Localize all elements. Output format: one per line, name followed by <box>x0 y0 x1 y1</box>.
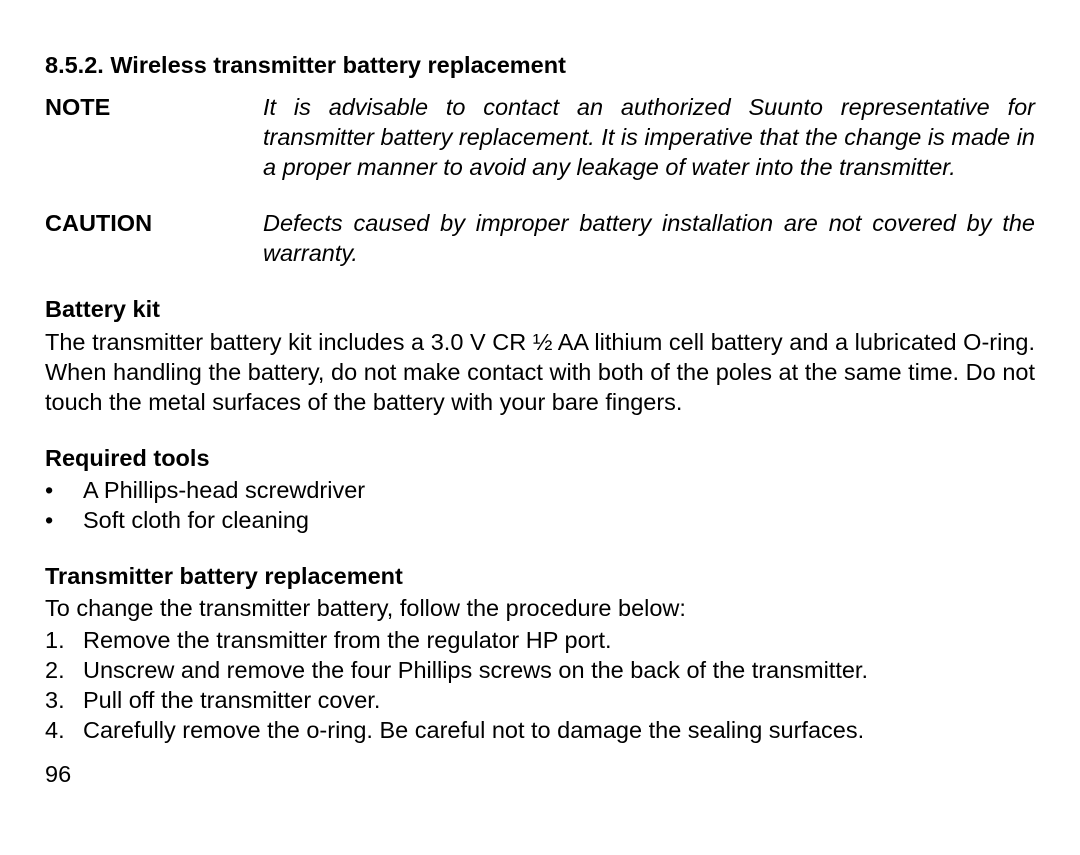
page-number: 96 <box>45 759 1035 789</box>
battery-kit-text: The transmitter battery kit includes a 3… <box>45 327 1035 417</box>
step-text: Carefully remove the o-ring. Be careful … <box>83 715 864 745</box>
step-number: 2. <box>45 655 83 685</box>
step-text: Pull off the transmitter cover. <box>83 685 380 715</box>
step-text: Remove the transmitter from the regulato… <box>83 625 612 655</box>
step-number: 4. <box>45 715 83 745</box>
note-label: NOTE <box>45 92 263 122</box>
list-item-text: A Phillips-head screwdriver <box>83 475 365 505</box>
replacement-steps: 1. Remove the transmitter from the regul… <box>45 625 1035 745</box>
list-item: • Soft cloth for cleaning <box>45 505 1035 535</box>
bullet-icon: • <box>45 505 83 535</box>
list-item: • A Phillips-head screwdriver <box>45 475 1035 505</box>
section-title: 8.5.2. Wireless transmitter battery repl… <box>45 50 1035 80</box>
replacement-intro: To change the transmitter battery, follo… <box>45 593 1035 623</box>
replacement-heading: Transmitter battery replacement <box>45 561 1035 591</box>
note-block: NOTE It is advisable to contact an autho… <box>45 92 1035 182</box>
list-item: 1. Remove the transmitter from the regul… <box>45 625 1035 655</box>
list-item: 4. Carefully remove the o-ring. Be caref… <box>45 715 1035 745</box>
note-text: It is advisable to contact an authorized… <box>263 92 1035 182</box>
bullet-icon: • <box>45 475 83 505</box>
step-number: 1. <box>45 625 83 655</box>
list-item: 2. Unscrew and remove the four Phillips … <box>45 655 1035 685</box>
step-text: Unscrew and remove the four Phillips scr… <box>83 655 868 685</box>
step-number: 3. <box>45 685 83 715</box>
caution-label: CAUTION <box>45 208 263 238</box>
list-item-text: Soft cloth for cleaning <box>83 505 309 535</box>
required-tools-heading: Required tools <box>45 443 1035 473</box>
required-tools-list: • A Phillips-head screwdriver • Soft clo… <box>45 475 1035 535</box>
list-item: 3. Pull off the transmitter cover. <box>45 685 1035 715</box>
caution-block: CAUTION Defects caused by improper batte… <box>45 208 1035 268</box>
caution-text: Defects caused by improper battery insta… <box>263 208 1035 268</box>
battery-kit-heading: Battery kit <box>45 294 1035 324</box>
